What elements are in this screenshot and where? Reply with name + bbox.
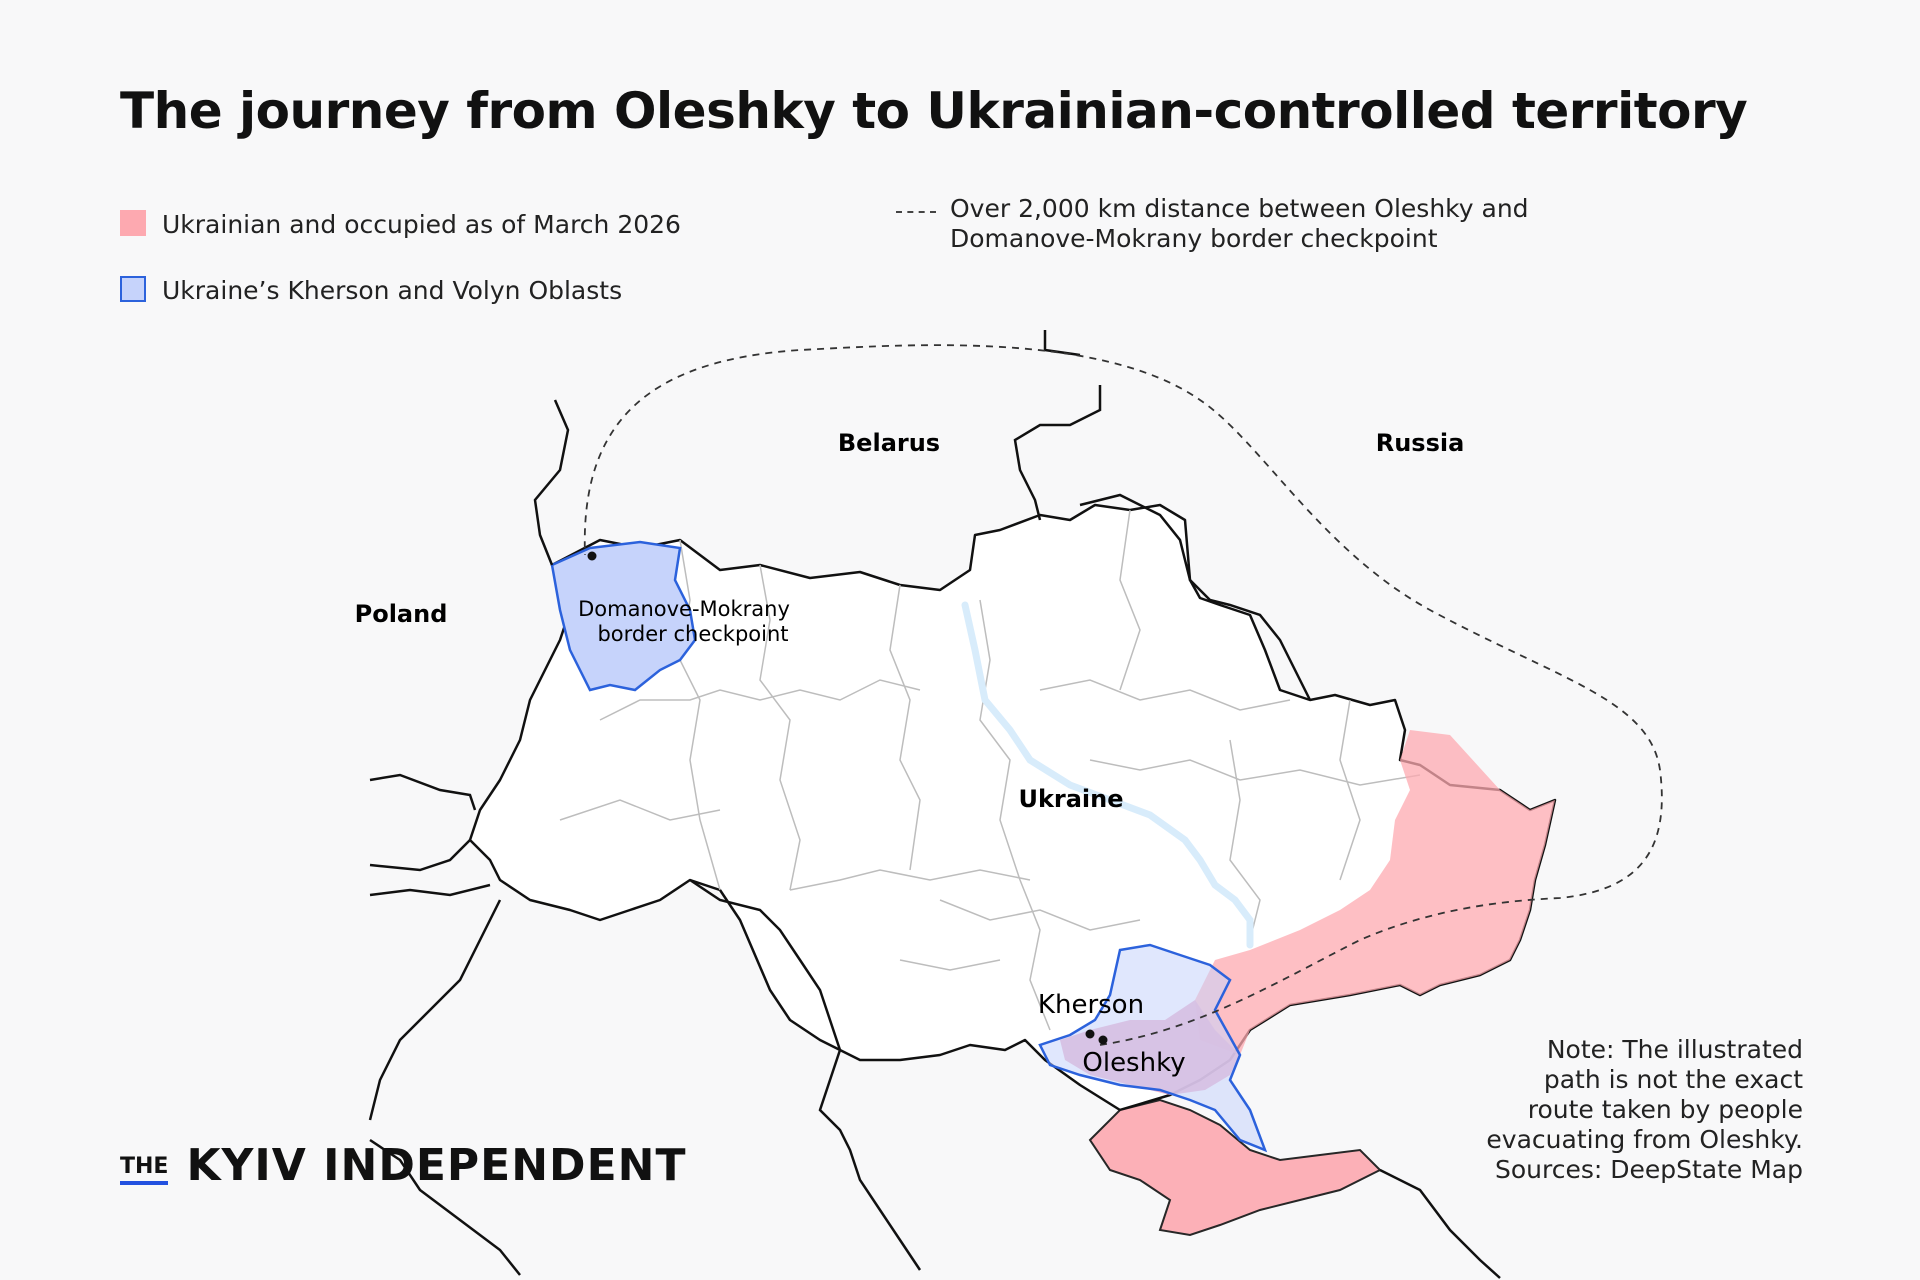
oleshky-marker [1098, 1035, 1108, 1045]
crimea [1088, 1098, 1382, 1237]
map-title: The journey from Oleshky to Ukrainian-co… [120, 82, 1748, 140]
legend-route: Over 2,000 km distance between Oleshky a… [896, 194, 1529, 254]
note-line: route taken by people [1527, 1095, 1803, 1124]
logo-the: THE [120, 1154, 169, 1185]
publisher-logo: THE KYIV INDEPENDENT [120, 1140, 686, 1191]
oblast-boundaries [559, 509, 1421, 1031]
label-ukraine: Ukraine [1018, 785, 1123, 813]
note-line: Sources: DeepState Map [1494, 1155, 1803, 1184]
label-poland: Poland [355, 600, 448, 628]
occupied-east [1195, 730, 1555, 1055]
label-belarus: Belarus [838, 429, 940, 457]
volyn-oblast [550, 540, 697, 692]
note-line: evacuating from Oleshky. [1486, 1125, 1803, 1154]
occupied-swatch [120, 210, 146, 236]
note-line: path is not the exact [1543, 1065, 1803, 1094]
kherson-marker [1085, 1029, 1095, 1039]
source-note: Note: The illustrated path is not the ex… [1486, 1035, 1803, 1185]
label-russia: Russia [1376, 429, 1465, 457]
kherson-oblast [1038, 943, 1268, 1153]
legend-occupied-label: Ukrainian and occupied as of March 2026 [162, 210, 681, 239]
checkpoint-marker [587, 551, 597, 561]
label-oleshky: Oleshky [1082, 1048, 1185, 1078]
label-kherson: Kherson [1038, 990, 1144, 1020]
logo-name: KYIV INDEPENDENT [186, 1140, 687, 1191]
note-line: Note: The illustrated [1546, 1035, 1803, 1064]
legend-occupied: Ukrainian and occupied as of March 2026 [120, 210, 681, 239]
dnipro-river [961, 601, 1254, 949]
label-checkpoint-line1: Domanove-Mokrany [578, 597, 790, 621]
legend-route-line1: Over 2,000 km distance between Oleshky a… [950, 194, 1529, 223]
label-checkpoint-line2: border checkpoint [597, 622, 788, 646]
legend-oblasts-label: Ukraine’s Kherson and Volyn Oblasts [162, 276, 623, 305]
legend-route-line2: Domanove-Mokrany border checkpoint [950, 224, 1438, 253]
oblast-swatch [120, 276, 146, 302]
dashed-route-sample [896, 211, 936, 213]
legend-oblasts: Ukraine’s Kherson and Volyn Oblasts [120, 276, 622, 305]
neighbor-borders [368, 330, 1501, 1279]
